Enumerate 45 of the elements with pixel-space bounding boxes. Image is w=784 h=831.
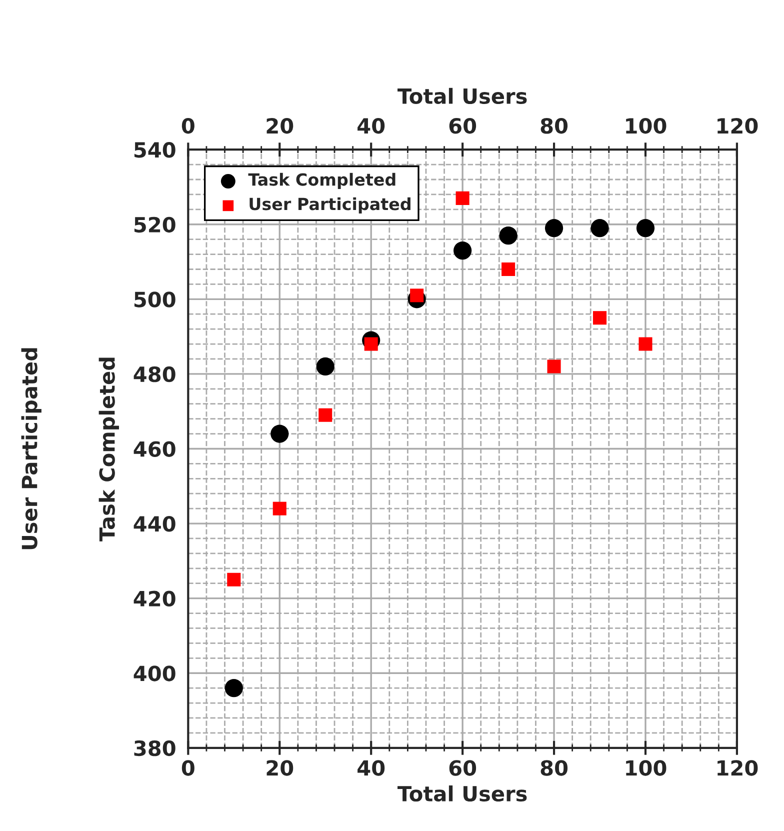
point xyxy=(456,191,470,205)
x2-tick-label: 40 xyxy=(358,118,385,134)
point xyxy=(224,679,243,698)
x-tick-label: 20 xyxy=(266,760,294,776)
y-tick-label: 460 xyxy=(134,441,176,457)
point xyxy=(318,408,332,422)
x2-tick-label: 120 xyxy=(718,118,758,134)
x2-tick-label: 20 xyxy=(266,118,294,134)
y-tick-label: 400 xyxy=(134,666,176,682)
y-tick-label: 380 xyxy=(134,740,176,756)
y-tick-label: 440 xyxy=(134,516,176,532)
point xyxy=(316,357,334,376)
x-tick-label: 60 xyxy=(449,760,476,776)
x2-axis-title: Total Users xyxy=(398,88,527,104)
point xyxy=(544,219,564,238)
y2-axis-title: User Participated xyxy=(21,348,42,550)
y-tick-label: 420 xyxy=(134,590,176,607)
point xyxy=(638,337,652,351)
point xyxy=(592,311,607,325)
x-tick-label: 100 xyxy=(626,760,666,776)
point xyxy=(454,241,472,260)
point xyxy=(272,502,286,516)
x2-tick-label: 60 xyxy=(449,118,476,134)
point xyxy=(502,262,516,276)
x-tick-label: 0 xyxy=(182,760,194,776)
x-tick-label: 80 xyxy=(540,760,568,776)
y-tick-label: 500 xyxy=(134,292,176,308)
x2-tick-label: 0 xyxy=(182,118,194,134)
point xyxy=(499,226,518,245)
x-tick-label: 40 xyxy=(358,760,385,776)
point xyxy=(547,360,561,374)
y-tick-label: 540 xyxy=(134,142,176,158)
point xyxy=(636,219,655,238)
x2-tick-label: 100 xyxy=(626,118,666,134)
x-tick-label: 120 xyxy=(718,760,758,776)
y-tick-label: 520 xyxy=(134,216,176,233)
x-axis-title: Total Users xyxy=(398,785,527,802)
point xyxy=(227,572,241,586)
y-tick-label: 480 xyxy=(134,366,176,382)
legend-label: Task Completed xyxy=(248,172,396,190)
legend-label: User Participated xyxy=(250,197,410,214)
y-axis-title: Task Completed xyxy=(98,358,119,542)
point xyxy=(590,219,609,238)
x2-tick-label: 80 xyxy=(540,118,568,134)
point xyxy=(270,424,289,443)
